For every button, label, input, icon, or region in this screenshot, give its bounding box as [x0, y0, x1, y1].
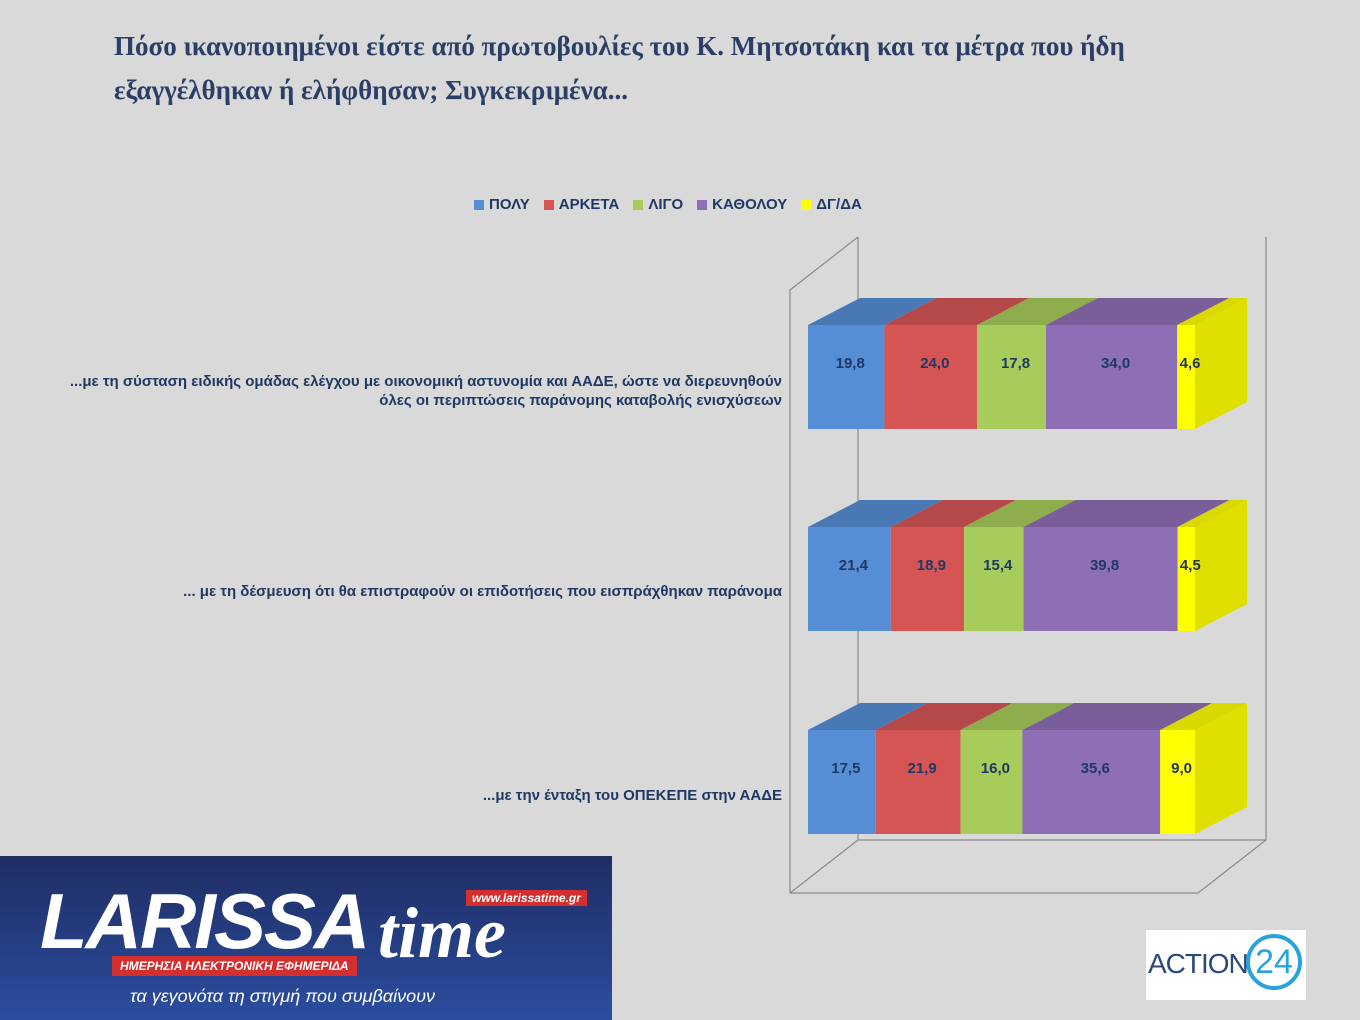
- data-label: 4,6: [1180, 355, 1201, 372]
- legend-label: ΛΙΓΟ: [648, 196, 684, 213]
- bar-segment: [890, 527, 964, 631]
- bar-segment: [1023, 527, 1178, 631]
- bar-segment: [1022, 730, 1161, 834]
- legend-label: ΚΑΘΟΛΟΥ: [712, 196, 788, 213]
- logo-tagline: τα γεγονότα τη στιγμή που συμβαίνουν: [130, 986, 435, 1006]
- logo-strap: ΗΜΕΡΗΣΙΑ ΗΛΕΚΤΡΟΝΙΚΗ ΕΦΗΜΕΡΙΔΑ: [112, 956, 357, 976]
- data-label: 15,4: [983, 557, 1013, 574]
- bar-top-face: [808, 500, 943, 527]
- bar-segment: [963, 527, 1024, 631]
- bar-segment: [808, 527, 891, 631]
- legend-item: ΑΡΚΕΤΑ: [543, 196, 620, 213]
- bar-segment: [808, 730, 876, 834]
- frame-edge: [789, 839, 859, 894]
- bar-top-face: [960, 703, 1075, 730]
- legend-label: ΔΓ/ΔΑ: [816, 196, 862, 213]
- data-label: 9,0: [1171, 760, 1192, 777]
- logo-url: www.larissatime.gr: [466, 890, 587, 906]
- action24-logo: ACTION 24: [1146, 930, 1306, 1000]
- larissatime-logo: LARISSA time www.larissatime.gr ΗΜΕΡΗΣΙΑ…: [0, 856, 612, 1020]
- data-label: 17,8: [1001, 355, 1030, 372]
- data-label: 17,5: [831, 760, 860, 777]
- bar-top-face: [1023, 500, 1230, 527]
- data-label: 21,9: [907, 760, 936, 777]
- legend-swatch: [697, 199, 708, 210]
- data-label: 24,0: [920, 355, 949, 372]
- chart-title: Πόσο ικανοποιημένοι είστε από πρωτοβουλί…: [114, 31, 1125, 105]
- bar-segment: [960, 730, 1023, 834]
- data-label: 34,0: [1101, 355, 1130, 372]
- bar-segment: [977, 325, 1046, 429]
- legend-item: ΚΑΘΟΛΟΥ: [697, 196, 787, 213]
- bar-side-face: [1195, 298, 1247, 429]
- action-logo-number: 24: [1246, 934, 1302, 990]
- legend-item: ΠΟΛΥ: [474, 196, 530, 213]
- bar-top-face: [808, 298, 937, 325]
- bar-top-face: [890, 500, 1016, 527]
- data-label: 35,6: [1081, 760, 1110, 777]
- bar-side-face: [1195, 500, 1247, 631]
- bar-top-face: [1177, 298, 1247, 325]
- bar-top-face: [1177, 500, 1247, 527]
- category-label: ...με την ένταξη του ΟΠΕΚΕΠΕ στην ΑΑΔΕ: [482, 787, 782, 804]
- bar-top-face: [884, 298, 1030, 325]
- data-label: 19,8: [836, 355, 865, 372]
- frame-edge: [789, 236, 859, 291]
- bar-segment: [875, 730, 961, 834]
- bar-top-face: [1045, 298, 1230, 325]
- legend-label: ΠΟΛΥ: [489, 196, 530, 213]
- category-label: ...με τη σύσταση ειδικής ομάδας ελέγχου …: [69, 373, 782, 409]
- logo-main-text: LARISSA: [40, 877, 370, 965]
- bar-segment: [1045, 325, 1178, 429]
- bar-side-face: [1195, 703, 1247, 834]
- legend-swatch: [633, 199, 644, 210]
- bar-top-face: [963, 500, 1076, 527]
- category-label: ... με τη δέσμευση ότι θα επιστραφούν οι…: [183, 583, 782, 600]
- logo-time-text: time: [378, 893, 506, 973]
- data-label: 16,0: [981, 760, 1010, 777]
- bar-segment: [808, 325, 885, 429]
- legend-swatch: [543, 199, 554, 210]
- bar-top-face: [1022, 703, 1213, 730]
- data-label: 21,4: [839, 557, 869, 574]
- legend-item: ΛΙΓΟ: [633, 196, 683, 213]
- legend-item: ΔΓ/ΔΑ: [801, 196, 862, 213]
- bar-top-face: [875, 703, 1013, 730]
- bar-top-face: [977, 298, 1098, 325]
- legend-swatch: [474, 199, 484, 210]
- bar-top-face: [1160, 703, 1247, 730]
- data-label: 39,8: [1090, 557, 1119, 574]
- data-label: 18,9: [917, 557, 946, 574]
- bar-segment: [884, 325, 978, 429]
- bar-segment: [1160, 730, 1195, 834]
- bar-segment: [1177, 527, 1195, 631]
- legend-label: ΑΡΚΕΤΑ: [558, 196, 620, 213]
- data-label: 4,5: [1180, 557, 1201, 574]
- legend-swatch: [801, 199, 812, 210]
- bar-segment: [1177, 325, 1195, 429]
- action-logo-text: ACTION: [1148, 948, 1249, 979]
- frame-edge: [1197, 839, 1267, 894]
- bar-top-face: [808, 703, 928, 730]
- chart-legend: ΠΟΛΥ ΑΡΚΕΤΑ ΛΙΓΟ ΚΑΘΟΛΟΥ ΔΓ/ΔΑ: [474, 196, 862, 213]
